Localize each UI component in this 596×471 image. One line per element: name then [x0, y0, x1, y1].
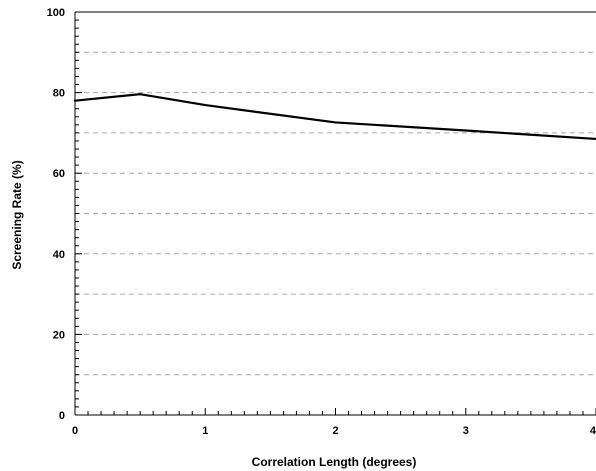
ticks — [74, 11, 596, 416]
y-tick-label: 0 — [59, 410, 65, 422]
x-axis-title: Correlation Length (degrees) — [252, 455, 417, 469]
series-line — [73, 93, 596, 141]
series-layer — [73, 93, 596, 141]
x-tick-label: 3 — [463, 425, 469, 437]
x-tick-label: 4 — [590, 425, 596, 437]
y-tick-label: 60 — [53, 168, 65, 180]
y-axis-title: Screening Rate (%) — [10, 160, 24, 269]
x-tick-label: 1 — [202, 425, 208, 437]
y-tick-label: 80 — [53, 88, 65, 100]
x-tick-label: 0 — [72, 425, 78, 437]
y-tick-label: 40 — [53, 249, 65, 261]
x-tick-label: 2 — [332, 425, 338, 437]
y-tick-label: 20 — [53, 329, 65, 341]
y-tick-label: 100 — [47, 7, 65, 19]
